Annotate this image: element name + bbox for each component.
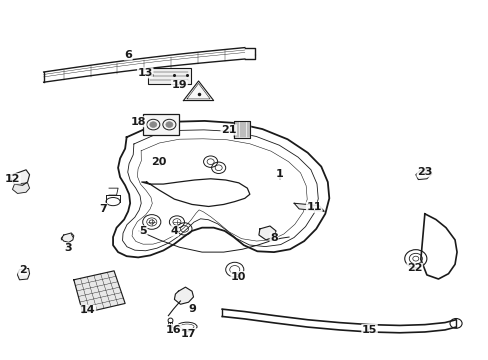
Text: 1: 1 [276,169,284,179]
Text: 8: 8 [269,233,277,243]
Polygon shape [415,169,431,180]
Polygon shape [9,170,29,185]
Polygon shape [13,183,29,193]
Circle shape [165,122,173,127]
Text: 20: 20 [150,157,165,167]
Polygon shape [293,203,324,211]
Polygon shape [18,269,29,280]
Bar [143,114,179,135]
Text: 10: 10 [231,271,246,282]
Text: 19: 19 [171,80,187,90]
Polygon shape [183,81,213,100]
Polygon shape [233,121,249,138]
Circle shape [149,122,157,127]
Polygon shape [258,226,275,240]
Text: 6: 6 [124,50,132,60]
Text: 9: 9 [188,304,196,314]
Text: 4: 4 [170,226,178,236]
Bar [148,68,191,84]
Text: 13: 13 [137,68,153,78]
Text: 2: 2 [19,265,26,275]
Polygon shape [174,287,193,304]
Text: 18: 18 [130,117,145,127]
Text: 22: 22 [406,264,422,273]
Text: 15: 15 [361,324,376,334]
Text: 12: 12 [5,174,20,184]
Text: 16: 16 [165,324,181,334]
Text: 3: 3 [64,243,71,253]
Text: 11: 11 [306,202,321,212]
Text: 23: 23 [416,167,432,177]
Text: 21: 21 [221,125,236,135]
Text: 14: 14 [80,305,96,315]
Text: 7: 7 [99,203,107,213]
Polygon shape [74,271,125,313]
Text: 5: 5 [139,226,147,236]
Polygon shape [61,233,74,242]
Text: 17: 17 [181,329,196,339]
